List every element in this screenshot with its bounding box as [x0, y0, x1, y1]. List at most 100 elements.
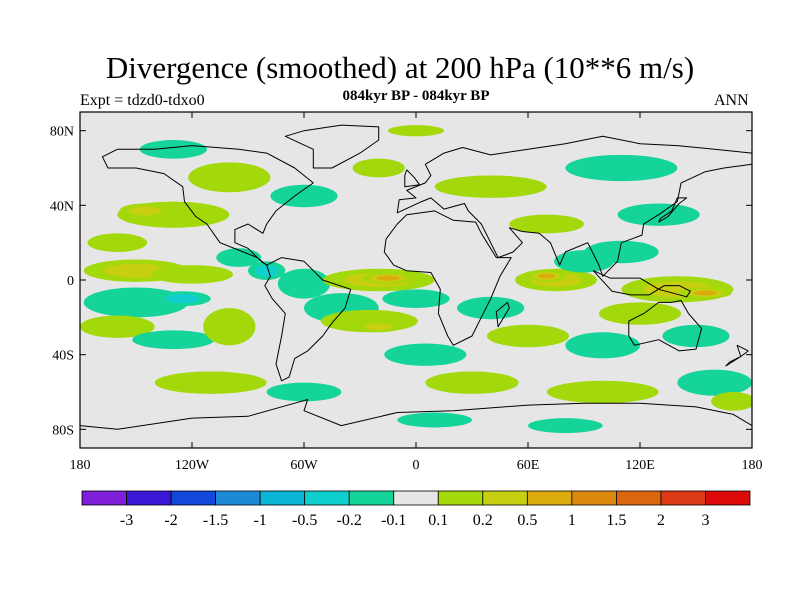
coastline-south-america — [264, 257, 352, 382]
coastline-indonesia — [592, 270, 691, 298]
colorbar-label: -0.2 — [337, 512, 362, 529]
y-tick-label: 80N — [50, 125, 74, 140]
anomaly-region-42-band-1 — [425, 371, 519, 394]
colorbar-label: 0.1 — [428, 512, 448, 529]
anomaly-region-11-band-2 — [255, 264, 279, 277]
colorbar-label: -1 — [253, 512, 266, 529]
anomaly-region-10-band-1 — [216, 248, 262, 267]
anomaly-region-18-band-1 — [382, 289, 450, 308]
plot-subtitle: 084kyr BP - 084kyr BP — [342, 88, 490, 104]
anomaly-region-7-band-1 — [80, 315, 155, 338]
y-tick-label: 40N — [50, 199, 74, 214]
anomaly-region-4-band-2 — [129, 206, 162, 216]
colorbar-label: 1 — [568, 512, 576, 529]
anomaly-region-1-band-1 — [150, 265, 234, 284]
divergence-field — [80, 125, 752, 434]
colorbar-swatch — [259, 490, 306, 506]
anomaly-region-19-band-1 — [384, 343, 467, 366]
anomaly-region-26-band-3 — [693, 290, 717, 296]
x-tick-label: 60W — [290, 458, 318, 473]
colorbar-swatch — [348, 490, 395, 506]
x-tick-label: 0 — [413, 458, 420, 473]
x-tick-label: 60E — [517, 458, 540, 473]
plot-title: Divergence (smoothed) at 200 hPa (10**6 … — [105, 50, 695, 85]
anomaly-region-35-band-1 — [270, 184, 338, 208]
colorbar-label: -2 — [164, 512, 177, 529]
y-tick-label: 40S — [52, 349, 74, 364]
coastline-japan — [658, 197, 688, 223]
anomaly-region-30-band-1 — [662, 324, 730, 348]
anomaly-region-2-band-1 — [87, 233, 148, 253]
colorbar-swatch — [482, 490, 528, 506]
anomaly-region-43-band-1 — [546, 380, 659, 404]
coastlines — [80, 124, 752, 448]
anomaly-region-38-band-1 — [139, 140, 207, 159]
x-tick-label: 120E — [625, 458, 655, 473]
anomaly-region-47-band-1 — [528, 418, 603, 434]
anomaly-region-37-band-1 — [352, 158, 405, 178]
colorbar-label: -3 — [120, 512, 133, 529]
y-tick-label: 80S — [52, 423, 74, 438]
anomaly-region-44-band-1 — [677, 369, 752, 396]
anomaly-region-29-band-1 — [565, 332, 641, 359]
colorbar-swatch — [705, 490, 751, 506]
anomaly-region-32-band-1 — [509, 214, 584, 234]
anomaly-region-12-band-1 — [277, 268, 331, 299]
x-tick-label: 180 — [70, 458, 91, 473]
colorbar-swatch — [126, 490, 172, 506]
coastline-australia — [628, 300, 703, 352]
anomaly-region-36-band-1 — [188, 162, 271, 193]
anomaly-region-27-band-1 — [598, 302, 682, 325]
colorbar: -3 -2 -1.5 -1 -0.5 -0.2 -0.1 0.1 0.2 0.5 1 1.5 2 3 — [81, 490, 751, 529]
coastline-north-america — [101, 145, 314, 266]
anomaly-region-24-band-1 — [584, 240, 659, 264]
anomaly-region-15-band-3 — [376, 275, 400, 281]
colorbar-swatch — [81, 490, 127, 506]
colorbar-label: 0.2 — [473, 512, 493, 529]
anomaly-region-45-band-1 — [710, 392, 752, 411]
colorbar-swatch — [660, 490, 706, 506]
anomaly-region-20-band-1 — [457, 296, 525, 320]
anomaly-region-33-band-1 — [434, 175, 547, 198]
colorbar-label: -0.1 — [381, 512, 406, 529]
anomaly-region-39-band-1 — [388, 125, 444, 137]
anomaly-region-40-band-1 — [154, 371, 267, 394]
coastline-new-zealand — [725, 344, 749, 367]
colorbar-swatch — [526, 490, 573, 506]
coastline-africa — [383, 210, 512, 346]
anomaly-region-17-band-2 — [364, 323, 393, 331]
x-tick-label: 180 — [742, 458, 763, 473]
colorbar-swatch — [170, 490, 216, 506]
coastline-madagascar — [495, 301, 510, 328]
colorbar-label: 2 — [657, 512, 665, 529]
colorbar-label: 3 — [701, 512, 709, 529]
experiment-label: Expt = tdzd0-tdxo0 — [80, 92, 205, 109]
colorbar-swatch — [437, 490, 484, 506]
colorbar-swatch — [304, 490, 350, 506]
colorbar-swatch — [571, 490, 617, 506]
coastline-antarctica — [80, 399, 752, 448]
anomaly-region-34-band-1 — [565, 154, 678, 182]
colorbar-label: -1.5 — [203, 512, 228, 529]
colorbar-label: 1.5 — [606, 512, 626, 529]
coastline-eurasia — [396, 135, 752, 277]
anomaly-region-41-band-1 — [266, 382, 342, 402]
season-label: ANN — [714, 92, 749, 109]
colorbar-swatch — [616, 490, 662, 506]
coastline-greenland — [284, 124, 380, 169]
colorbar-swatch — [215, 490, 261, 506]
axis-ticks: 180 120W 60W 0 60E 120E 180 80N 40N 0 40S 80S — [50, 112, 763, 473]
anomaly-region-9-band-1 — [203, 308, 256, 346]
x-tick-label: 120W — [175, 458, 210, 473]
anomaly-region-22-band-3 — [538, 273, 555, 279]
anomaly-region-6-band-2 — [165, 294, 200, 304]
anomaly-region-8-band-1 — [132, 330, 215, 350]
anomaly-region-28-band-1 — [486, 324, 570, 348]
coastline-uk — [404, 169, 421, 188]
colorbar-label: -0.5 — [292, 512, 317, 529]
colorbar-label: 0.5 — [517, 512, 537, 529]
colorbar-swatch — [393, 490, 439, 506]
anomaly-region-46-band-1 — [397, 412, 472, 428]
y-tick-label: 0 — [67, 274, 74, 289]
